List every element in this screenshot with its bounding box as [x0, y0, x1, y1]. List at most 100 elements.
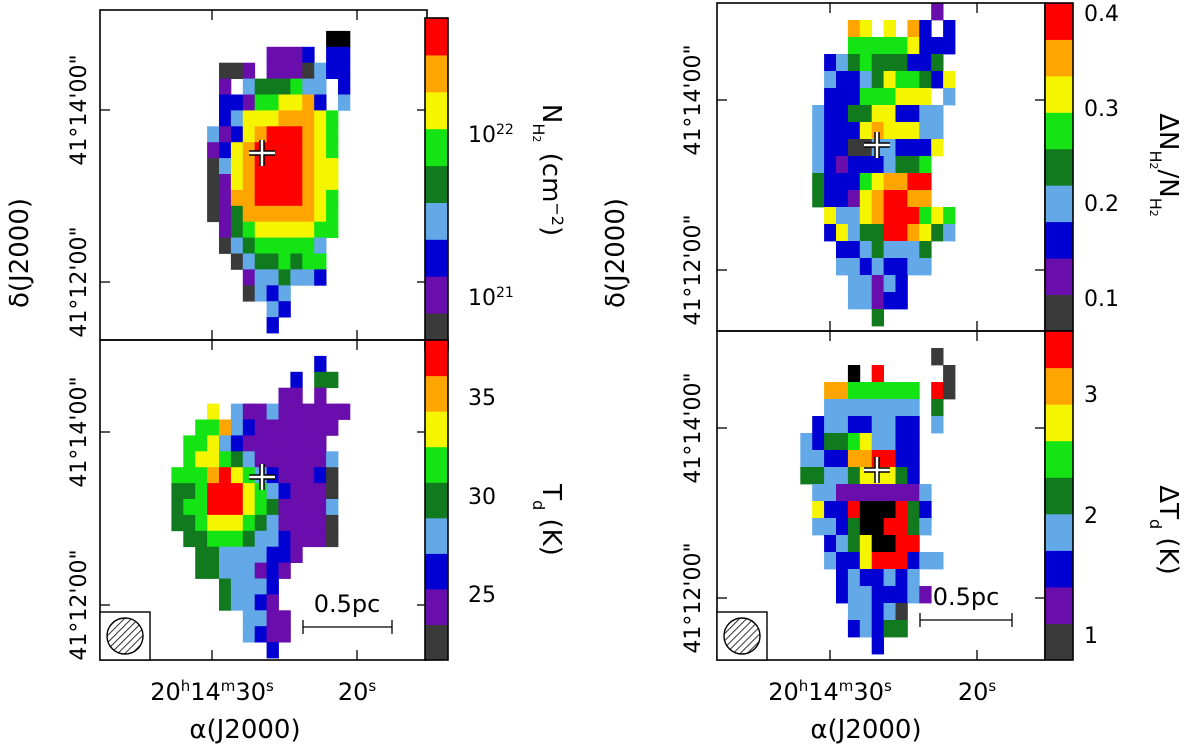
heatmap-cell	[278, 483, 291, 500]
heatmap-cell	[907, 88, 920, 106]
heatmap-cell	[883, 37, 896, 55]
heatmap-cell	[278, 499, 291, 516]
heatmap-cell	[207, 189, 220, 207]
beam-indicator-left	[99, 611, 151, 661]
heatmap-cell	[824, 416, 837, 434]
heatmap-cell	[302, 403, 315, 420]
heatmap-cell	[207, 467, 220, 484]
heatmap-cell	[824, 156, 837, 174]
heatmap-cell	[302, 514, 315, 532]
heatmap-cell	[836, 156, 849, 174]
heatmap-cell	[254, 435, 267, 452]
heatmap-cell	[847, 535, 861, 553]
heatmap-cell	[242, 221, 256, 238]
heatmap-cell	[836, 88, 849, 106]
heatmap-cell	[278, 467, 291, 484]
heatmap-cell	[254, 499, 267, 516]
heatmap-cell	[219, 451, 232, 468]
heatmap-cell	[871, 224, 884, 242]
heatmap-cell	[230, 483, 244, 500]
center-marker	[249, 464, 275, 490]
heatmap-cell	[207, 403, 220, 420]
heatmap-cell	[326, 46, 339, 64]
heatmap-cell	[907, 54, 920, 72]
heatmap-cell	[812, 450, 825, 468]
heatmap-cell	[847, 275, 861, 293]
beam-indicator-right	[716, 611, 768, 661]
heatmap-cell	[254, 237, 267, 254]
heatmap-cell	[290, 269, 303, 286]
heatmap-cell	[847, 467, 861, 485]
heatmap-cell	[219, 514, 232, 532]
heatmap-cell	[326, 205, 339, 223]
heatmap-cell	[883, 71, 896, 89]
heatmap-cell	[919, 139, 932, 157]
heatmap-cell	[943, 37, 956, 55]
heatmap-cell	[314, 419, 327, 436]
heatmap-cell	[254, 94, 267, 111]
heatmap-cell	[859, 603, 873, 621]
heatmap-cell	[871, 241, 884, 259]
heatmap-cell	[883, 54, 896, 72]
heatmap-cell	[219, 530, 232, 548]
heatmap-cell	[219, 62, 232, 79]
heatmap-cell	[314, 499, 327, 516]
heatmap-cell	[919, 20, 932, 38]
heatmap-cell	[943, 207, 956, 225]
heatmap-cell	[847, 105, 861, 123]
heatmap-cell	[883, 382, 896, 400]
heatmap-cell	[278, 158, 291, 175]
heatmap-cell	[242, 483, 256, 500]
heatmap-cell	[302, 142, 315, 159]
heatmap-cell	[883, 20, 896, 38]
heatmap-cell	[883, 122, 896, 140]
heatmap-cell	[314, 142, 327, 159]
heatmap-cell	[895, 224, 908, 242]
heatmap-cell	[302, 253, 315, 270]
heatmap-cell	[290, 78, 303, 95]
colorbar-swatch	[1045, 294, 1073, 332]
heatmap-cell	[242, 78, 256, 95]
heatmap-cell	[919, 501, 932, 519]
heatmap-cell	[883, 450, 896, 468]
heatmap-cell	[836, 54, 849, 72]
heatmap-cell	[895, 416, 908, 434]
heatmap-cell	[302, 221, 315, 238]
heatmap-cell	[314, 451, 327, 468]
heatmap-cell	[895, 552, 908, 570]
heatmap-cell	[871, 637, 884, 655]
heatmap-cell	[824, 484, 837, 502]
heatmap-cell	[302, 78, 315, 95]
heatmap-cell	[943, 20, 956, 38]
colorbar-tick-nh2-1e22: 1022	[468, 122, 514, 148]
heatmap-cell	[219, 205, 232, 223]
colorbar-swatch	[1045, 75, 1073, 113]
heatmap-cell	[907, 450, 920, 468]
colorbar-label-dnh2: ΔNH2/NH2	[1147, 113, 1184, 217]
heatmap-cell	[895, 433, 908, 451]
heatmap-cell	[266, 237, 279, 254]
colorbar-tick-dtd: 3	[1084, 383, 1098, 408]
heatmap-cell	[883, 224, 896, 242]
heatmap-cell	[266, 530, 279, 548]
heatmap-cell	[266, 158, 279, 175]
heatmap-cell	[254, 578, 267, 595]
heatmap-cell	[290, 435, 303, 452]
heatmap-cell	[219, 499, 232, 516]
heatmap-cell	[895, 620, 908, 638]
heatmap-cell	[871, 309, 884, 327]
heatmap-cell	[895, 603, 908, 621]
heatmap-cell	[207, 483, 220, 500]
heatmap-cell	[812, 190, 825, 208]
heatmap-cell	[278, 626, 291, 643]
heatmap-cell	[302, 467, 315, 484]
heatmap-cell	[907, 552, 920, 570]
heatmap-cell	[314, 371, 327, 389]
heatmap-cell	[171, 467, 184, 484]
heatmap-cell	[824, 190, 837, 208]
heatmap-cell	[242, 62, 256, 79]
colorbar-swatch	[425, 553, 448, 590]
colorbar-tick-dnh2: 0.1	[1084, 287, 1119, 312]
heatmap-cell	[931, 224, 944, 242]
heatmap-cell	[919, 122, 932, 140]
